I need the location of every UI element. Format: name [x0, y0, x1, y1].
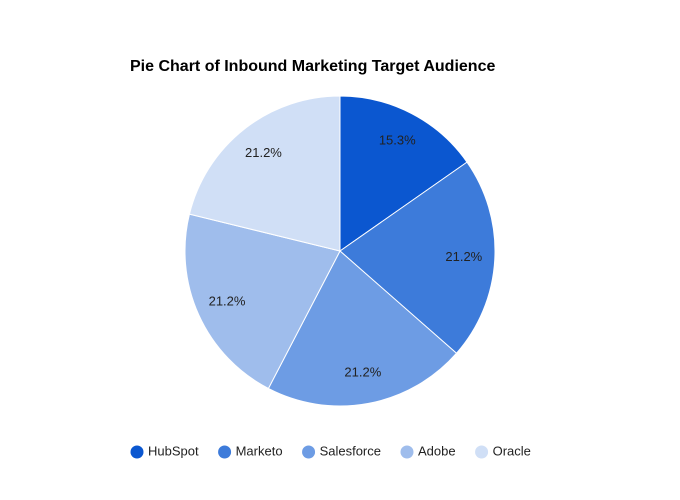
- legend-marker: [475, 445, 489, 459]
- chart-title: Pie Chart of Inbound Marketing Target Au…: [130, 58, 495, 75]
- slice-label: 21.2%: [344, 364, 381, 379]
- legend-label: HubSpot: [148, 443, 199, 458]
- legend-label: Salesforce: [320, 443, 381, 458]
- legend-label: Adobe: [418, 443, 456, 458]
- legend-label: Marketo: [236, 443, 283, 458]
- pie-slice: [339, 161, 496, 354]
- legend-marker: [400, 445, 414, 459]
- legend-marker: [218, 445, 232, 459]
- pie-slice: [188, 95, 341, 252]
- slice-label: 15.3%: [379, 132, 416, 147]
- pie-slice: [184, 213, 341, 390]
- legend-marker: [302, 445, 316, 459]
- pie-slice: [267, 250, 458, 407]
- slice-label: 21.2%: [245, 145, 282, 160]
- legend-label: Oracle: [493, 443, 531, 458]
- legend-marker: [130, 445, 144, 459]
- slice-label: 21.2%: [445, 249, 482, 264]
- slice-label: 21.2%: [209, 294, 246, 309]
- pie-slice: [339, 95, 468, 252]
